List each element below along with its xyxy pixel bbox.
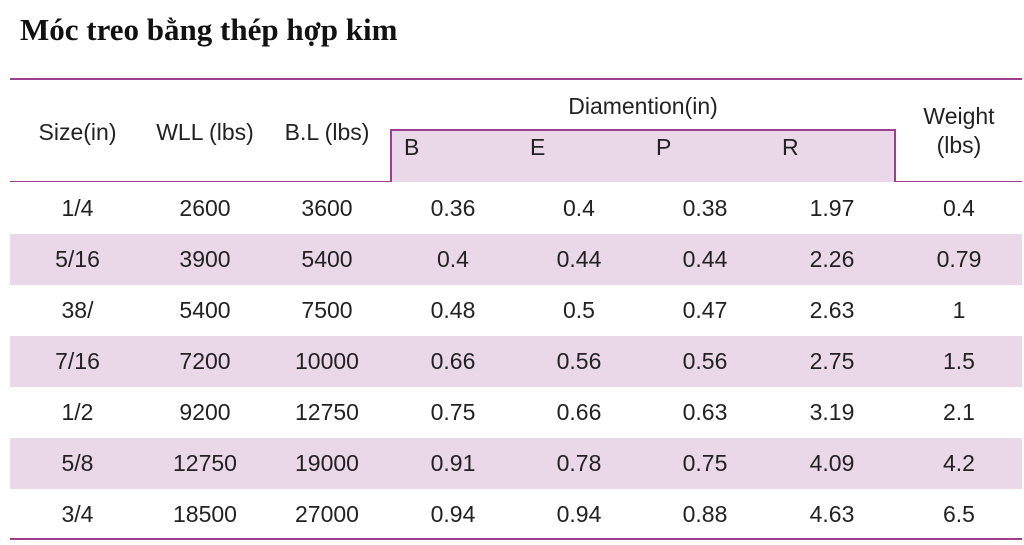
cell-b: 0.75 [430, 399, 476, 425]
cell-bl: 7500 [301, 297, 353, 323]
cell-bl: 3600 [301, 195, 353, 221]
cell-wll: 9200 [179, 399, 231, 425]
cell-e: 0.44 [556, 246, 602, 272]
cell-size: 1/4 [61, 195, 94, 221]
table-row: 1/2 9200 12750 0.75 0.66 0.63 3.19 2.1 [10, 387, 1022, 438]
cell-r: 3.19 [809, 399, 855, 425]
cell-e: 0.78 [556, 450, 602, 476]
cell-b: 0.48 [430, 297, 476, 323]
cell-weight: 4.2 [943, 450, 975, 476]
cell-r: 2.26 [809, 246, 855, 272]
cell-wll: 12750 [173, 450, 237, 476]
table-row: 5/16 3900 5400 0.4 0.44 0.44 2.26 0.79 [10, 234, 1022, 285]
cell-weight: 0.4 [943, 195, 975, 221]
table-bottom-rule [10, 538, 1022, 540]
cell-wll: 18500 [173, 501, 237, 527]
table-row: 38/ 5400 7500 0.48 0.5 0.47 2.63 1 [10, 285, 1022, 336]
header-bottom-rule-left [10, 181, 390, 182]
cell-e: 0.4 [563, 195, 595, 221]
cell-size: 1/2 [61, 399, 94, 425]
cell-weight: 6.5 [943, 501, 975, 527]
header-size: Size(in) [38, 119, 117, 145]
cell-bl: 27000 [295, 501, 359, 527]
cell-r: 4.63 [809, 501, 855, 527]
cell-weight: 1 [952, 297, 966, 323]
table-row: 7/16 7200 10000 0.66 0.56 0.56 2.75 1.5 [10, 336, 1022, 387]
cell-size: 7/16 [55, 348, 100, 374]
cell-b: 0.36 [430, 195, 476, 221]
cell-p: 0.75 [682, 450, 728, 476]
subheader-p: P [656, 134, 672, 160]
cell-size: 5/16 [55, 246, 100, 272]
cell-wll: 5400 [179, 297, 231, 323]
cell-b: 0.66 [430, 348, 476, 374]
cell-weight: 2.1 [943, 399, 975, 425]
cell-r: 4.09 [809, 450, 855, 476]
cell-weight: 0.79 [936, 246, 982, 272]
header-weight-line1: Weight [923, 103, 995, 129]
header-weight: Weight (lbs) [896, 102, 1022, 160]
cell-wll: 3900 [179, 246, 231, 272]
cell-size: 3/4 [61, 501, 94, 527]
subheader-b: B [404, 134, 420, 160]
cell-r: 1.97 [809, 195, 855, 221]
table-top-rule [10, 78, 1022, 80]
cell-bl: 10000 [295, 348, 359, 374]
header-bottom-rule-right [896, 181, 1022, 182]
cell-weight: 1.5 [943, 348, 975, 374]
table-body: 1/4 2600 3600 0.36 0.4 0.38 1.97 0.4 5/1… [10, 183, 1022, 540]
cell-b: 0.91 [430, 450, 476, 476]
cell-bl: 5400 [301, 246, 353, 272]
header-breaking-load: B.L (lbs) [284, 119, 370, 145]
cell-e: 0.66 [556, 399, 602, 425]
page-title: Móc treo bằng thép hợp kim [20, 12, 398, 47]
cell-size: 38/ [61, 297, 94, 323]
table-row: 5/8 12750 19000 0.91 0.78 0.75 4.09 4.2 [10, 438, 1022, 489]
cell-p: 0.63 [682, 399, 728, 425]
subheader-e: E [530, 134, 546, 160]
cell-r: 2.75 [809, 348, 855, 374]
header-diamention: Diamention(in) [568, 93, 718, 119]
cell-p: 0.88 [682, 501, 728, 527]
cell-e: 0.94 [556, 501, 602, 527]
cell-p: 0.38 [682, 195, 728, 221]
cell-wll: 2600 [179, 195, 231, 221]
cell-bl: 19000 [295, 450, 359, 476]
subheader-r: R [782, 134, 799, 160]
cell-b: 0.4 [437, 246, 469, 272]
cell-p: 0.47 [682, 297, 728, 323]
spec-table: Size(in) WLL (lbs) B.L (lbs) Diamention(… [10, 78, 1022, 542]
cell-e: 0.5 [563, 297, 595, 323]
diamention-subheader: B E P R [390, 129, 896, 182]
cell-bl: 12750 [295, 399, 359, 425]
table-row: 1/4 2600 3600 0.36 0.4 0.38 1.97 0.4 [10, 183, 1022, 234]
table-row: 3/4 18500 27000 0.94 0.94 0.88 4.63 6.5 [10, 489, 1022, 540]
cell-p: 0.56 [682, 348, 728, 374]
cell-wll: 7200 [179, 348, 231, 374]
cell-r: 2.63 [809, 297, 855, 323]
header-wll: WLL (lbs) [156, 119, 254, 145]
cell-e: 0.56 [556, 348, 602, 374]
cell-b: 0.94 [430, 501, 476, 527]
cell-size: 5/8 [61, 450, 94, 476]
cell-p: 0.44 [682, 246, 728, 272]
header-weight-line2: (lbs) [936, 132, 982, 158]
